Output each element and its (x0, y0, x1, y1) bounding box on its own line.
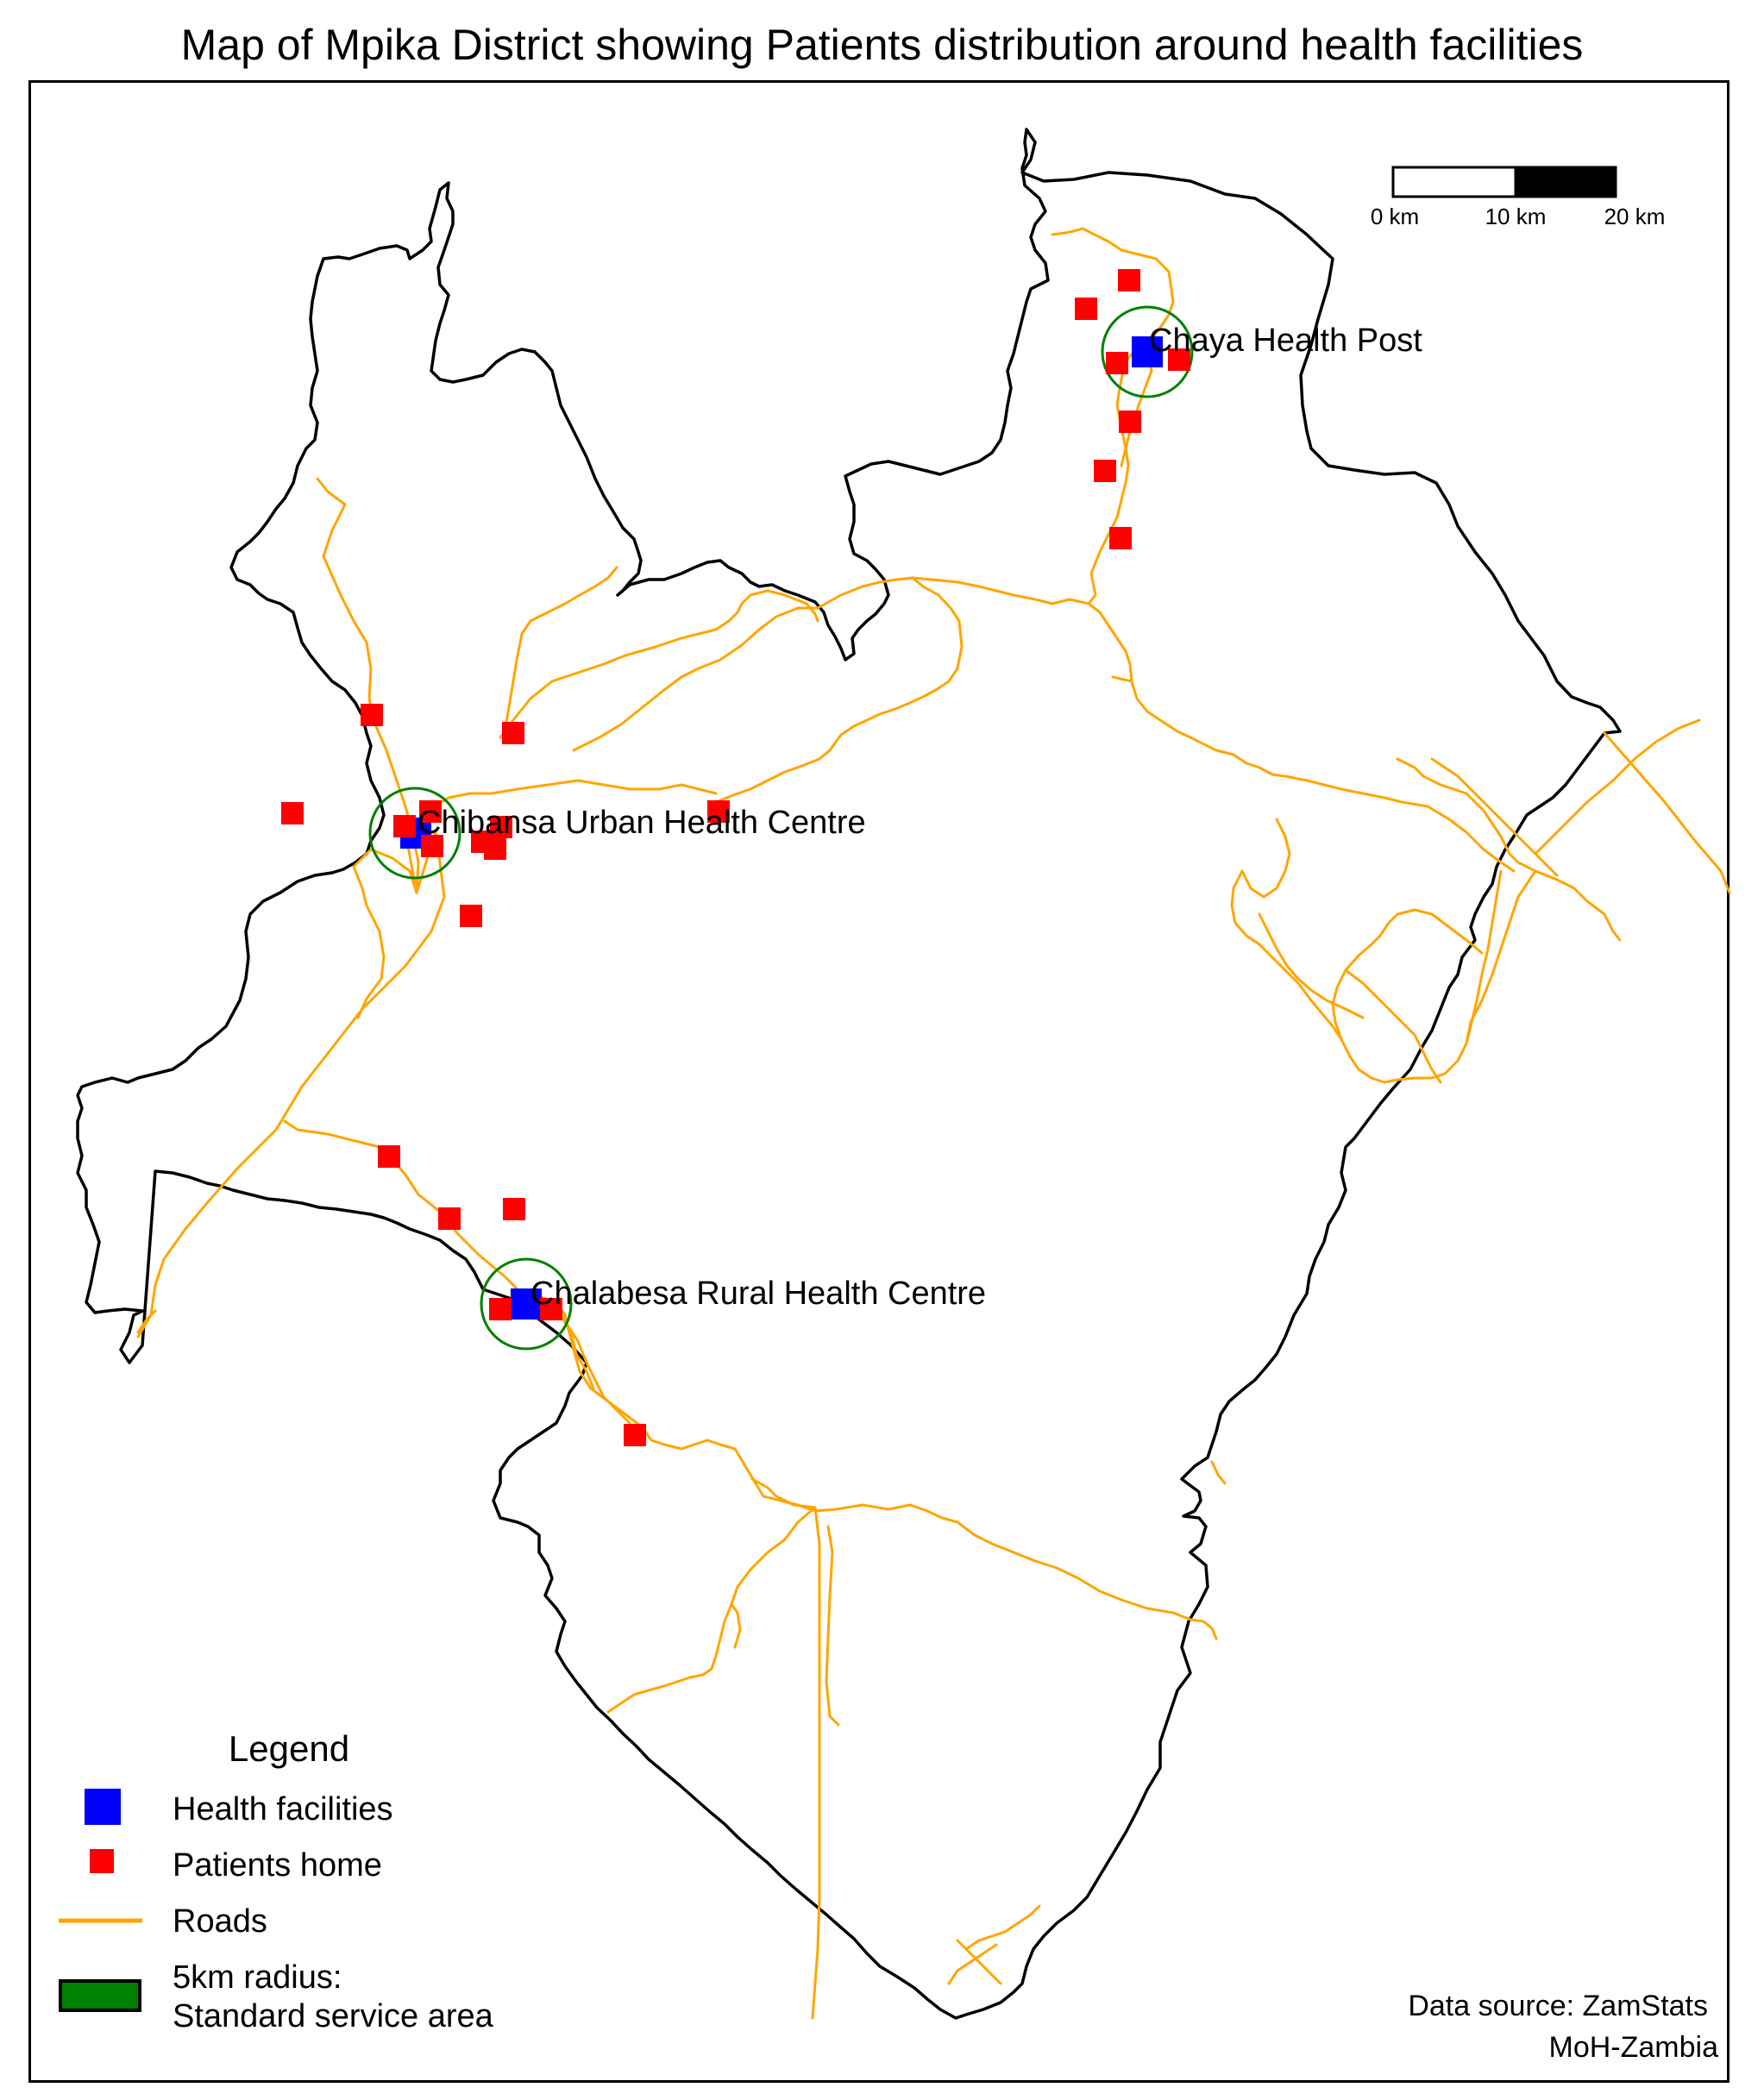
patient-marker (281, 802, 304, 824)
facility-marker-chalabesa (511, 1288, 542, 1320)
facility-label-chibansa: Chibansa Urban Health Centre (417, 805, 866, 841)
scale-bar-segment-white (1391, 166, 1517, 198)
service-area-chaya (1101, 305, 1194, 398)
patient-marker (540, 1298, 562, 1320)
patient-marker (1106, 352, 1128, 374)
scale-bar: 0 km 10 km 20 km (1371, 166, 1666, 229)
map-title: Map of Mpika District showing Patients d… (180, 21, 1584, 69)
scale-bar-segment-black (1514, 166, 1617, 198)
legend-label-health-facilities: Health facilities (173, 1791, 393, 1827)
legend-label-service-area: 5km radius: (173, 1959, 342, 1996)
legend: Legend Health facilities Patients home R… (59, 1728, 494, 2034)
map-frame (28, 80, 1729, 2083)
patient-marker (484, 837, 506, 860)
scale-bar-label-20: 20 km (1604, 204, 1666, 229)
service-area-circles (368, 305, 1194, 1351)
legend-swatch-health-facilities (85, 1789, 121, 1825)
facility-label-chaya: Chaya Health Post (1149, 323, 1422, 359)
district-boundary (76, 128, 1622, 2020)
legend-label-service-area-line2: Standard service area (173, 1998, 494, 2034)
patient-homes (281, 269, 1190, 1446)
patient-marker (1168, 348, 1190, 371)
patient-marker (503, 1198, 525, 1220)
patient-marker (490, 816, 512, 838)
service-area-chalabesa (480, 1257, 573, 1351)
legend-swatch-service-area (59, 1979, 141, 2012)
facility-label-chalabesa: Chalabesa Rural Health Centre (530, 1276, 986, 1312)
patient-marker (707, 800, 730, 823)
data-source-line1: Data source: ZamStats (1408, 1990, 1708, 2022)
patient-marker (421, 835, 443, 857)
patient-marker (1118, 269, 1140, 291)
patient-marker (460, 905, 482, 927)
patient-marker (1119, 411, 1141, 433)
patient-marker (1109, 527, 1132, 549)
patient-marker (624, 1424, 646, 1446)
patient-marker (438, 1207, 461, 1230)
patient-marker (1075, 298, 1097, 320)
legend-label-roads: Roads (173, 1903, 267, 1940)
legend-label-patients-home: Patients home (173, 1847, 382, 1884)
data-source-line2: MoH-Zambia (1549, 2031, 1719, 2064)
legend-title: Legend (229, 1728, 349, 1769)
patient-marker (361, 704, 383, 726)
facility-marker-chaya (1132, 336, 1163, 367)
patient-marker (378, 1145, 400, 1168)
patient-marker (502, 722, 524, 744)
road-network (136, 227, 1731, 2020)
patient-marker (393, 815, 416, 837)
legend-swatch-patients-home (90, 1849, 114, 1873)
service-area-chibansa (368, 787, 461, 880)
patient-marker (1094, 460, 1116, 482)
scale-bar-label-0: 0 km (1371, 204, 1419, 229)
scale-bar-label-10: 10 km (1485, 204, 1547, 229)
patient-marker (419, 800, 442, 823)
patient-marker (489, 1298, 512, 1320)
